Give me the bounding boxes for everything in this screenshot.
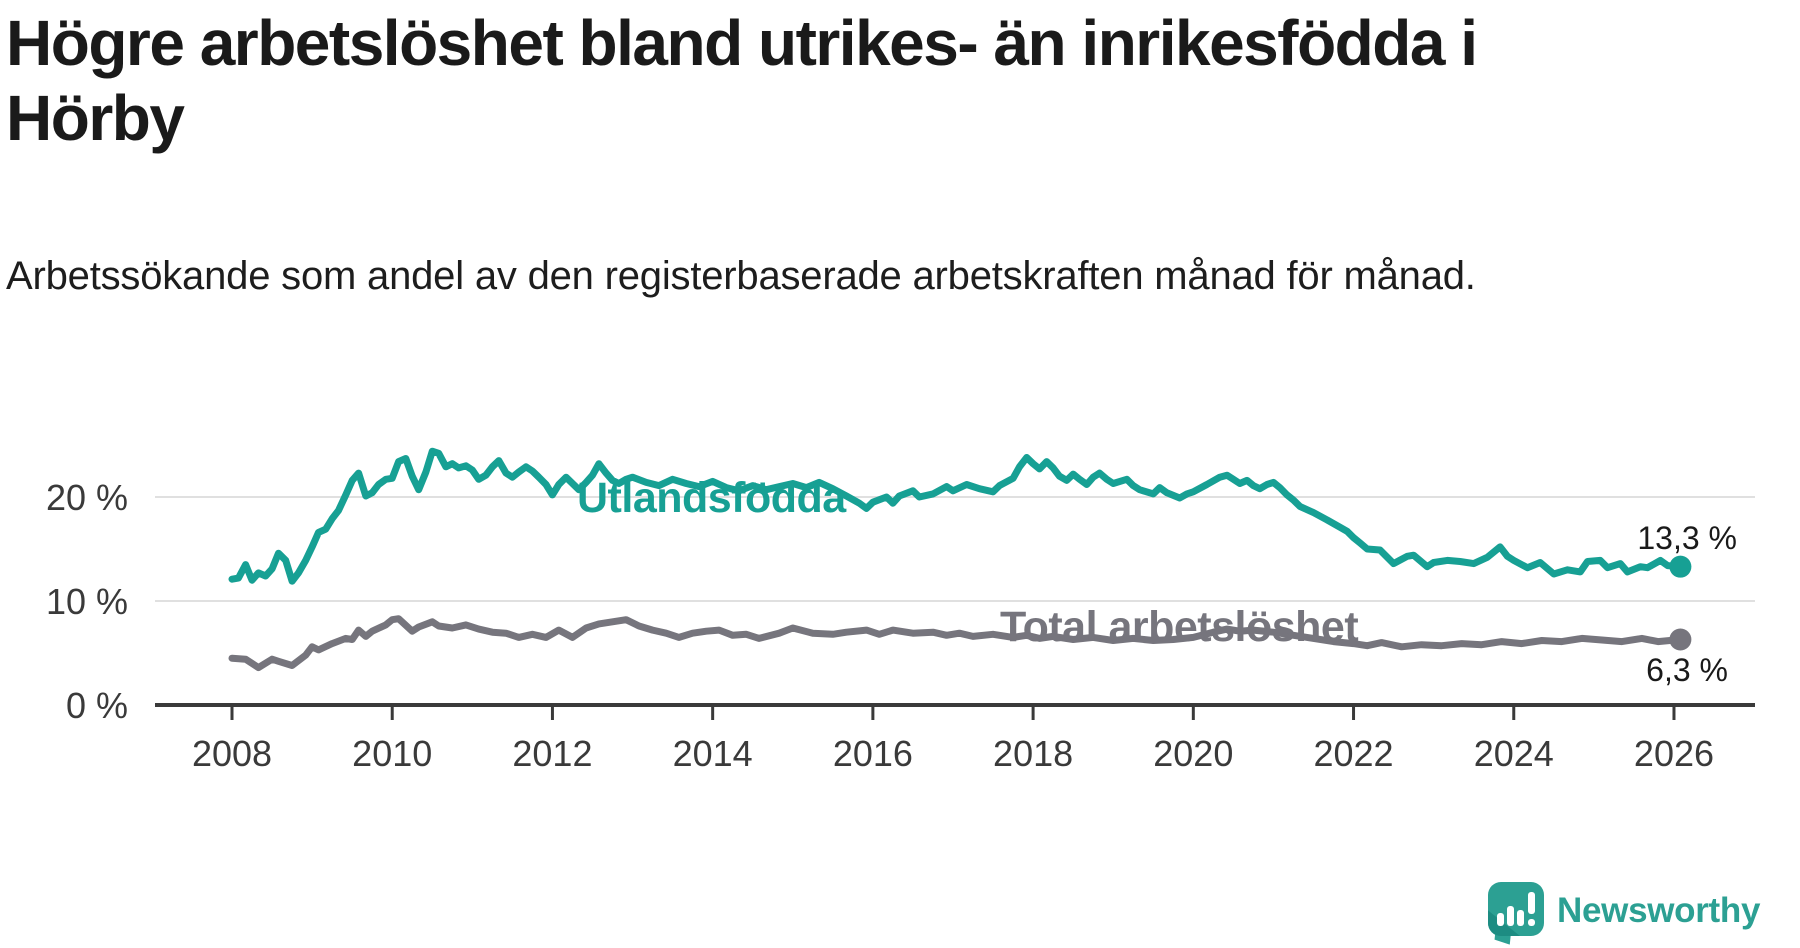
bar-chart-icon — [1517, 910, 1524, 926]
page-subtitle: Arbetssökande som andel av den registerb… — [6, 254, 1476, 298]
x-axis-tick-label: 2020 — [1153, 733, 1233, 774]
series-label-utlandsfodda: Utlandsfödda — [577, 474, 847, 522]
series-label-total-arbetsloshet: Total arbetslöshet — [1000, 603, 1358, 651]
x-axis-tick-label: 2016 — [833, 733, 913, 774]
x-axis-tick-label: 2012 — [512, 733, 592, 774]
series-line-utlandsfodda — [228, 447, 1684, 585]
y-axis-tick-label: 20 % — [46, 477, 128, 518]
series-lines — [228, 447, 1692, 672]
y-axis-tick-label: 0 % — [66, 685, 128, 726]
x-axis-tick-label: 2024 — [1474, 733, 1554, 774]
y-axis-labels: 0 % 10 % 20 % — [46, 477, 128, 726]
x-axis-tick-label: 2026 — [1634, 733, 1714, 774]
end-value-label-utlandsfodda: 13,3 % — [1637, 520, 1737, 556]
x-axis-tick-label: 2008 — [192, 733, 272, 774]
x-axis-tick-label: 2014 — [673, 733, 753, 774]
x-axis-tick-label: 2022 — [1313, 733, 1393, 774]
bar-chart-icon — [1507, 906, 1514, 926]
series-end-dot-total-arbetsloshet — [1669, 628, 1692, 651]
newsworthy-wordmark: Newsworthy — [1557, 891, 1761, 930]
page-title: Högre arbetslöshet bland utrikes- än inr… — [6, 7, 1478, 154]
x-axis-tick-label: 2018 — [993, 733, 1073, 774]
y-axis-tick-label: 10 % — [46, 581, 128, 622]
bar-chart-icon — [1497, 913, 1504, 926]
x-axis-tick-label: 2010 — [352, 733, 432, 774]
newsworthy-logo: Newsworthy — [1488, 882, 1761, 945]
end-value-label-total: 6,3 % — [1646, 652, 1728, 688]
exclamation-icon — [1528, 892, 1535, 914]
exclamation-dot-icon — [1528, 919, 1535, 926]
series-line-total-arbetsloshet — [228, 615, 1684, 672]
gridlines — [155, 496, 1755, 707]
newsworthy-bubble-icon — [1488, 882, 1544, 945]
series-end-dot-utlandsfodda — [1669, 555, 1692, 578]
x-axis: 2008 2010 2012 2014 2016 2018 2020 2022 2024 2026 — [192, 705, 1714, 774]
